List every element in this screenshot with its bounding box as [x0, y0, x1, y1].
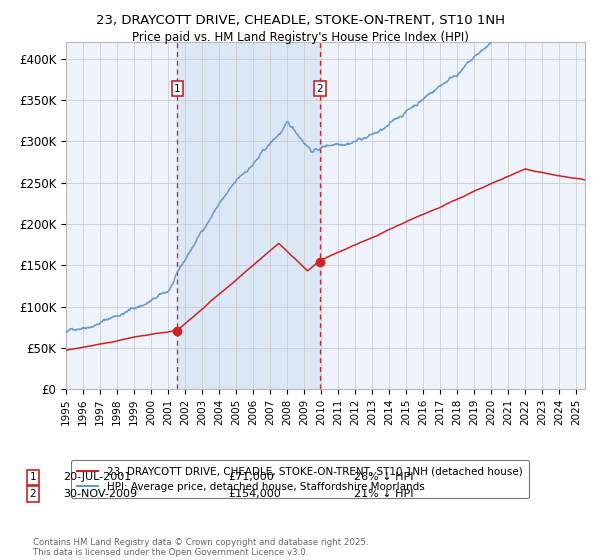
Text: 20-JUL-2001: 20-JUL-2001: [63, 472, 131, 482]
Legend: 23, DRAYCOTT DRIVE, CHEADLE, STOKE-ON-TRENT, ST10 1NH (detached house), HPI: Ave: 23, DRAYCOTT DRIVE, CHEADLE, STOKE-ON-TR…: [71, 460, 529, 498]
Text: 23, DRAYCOTT DRIVE, CHEADLE, STOKE-ON-TRENT, ST10 1NH: 23, DRAYCOTT DRIVE, CHEADLE, STOKE-ON-TR…: [95, 14, 505, 27]
Text: 1: 1: [29, 472, 37, 482]
Text: 21% ↓ HPI: 21% ↓ HPI: [354, 489, 413, 499]
Text: 30-NOV-2009: 30-NOV-2009: [63, 489, 137, 499]
Text: Contains HM Land Registry data © Crown copyright and database right 2025.
This d: Contains HM Land Registry data © Crown c…: [33, 538, 368, 557]
Text: 2: 2: [29, 489, 37, 499]
Text: 2: 2: [317, 84, 323, 94]
Bar: [178, 42, 320, 389]
Text: 1: 1: [174, 84, 181, 94]
Text: £71,000: £71,000: [228, 472, 274, 482]
Text: Price paid vs. HM Land Registry's House Price Index (HPI): Price paid vs. HM Land Registry's House …: [131, 31, 469, 44]
Text: 26% ↓ HPI: 26% ↓ HPI: [354, 472, 413, 482]
Text: £154,000: £154,000: [228, 489, 281, 499]
